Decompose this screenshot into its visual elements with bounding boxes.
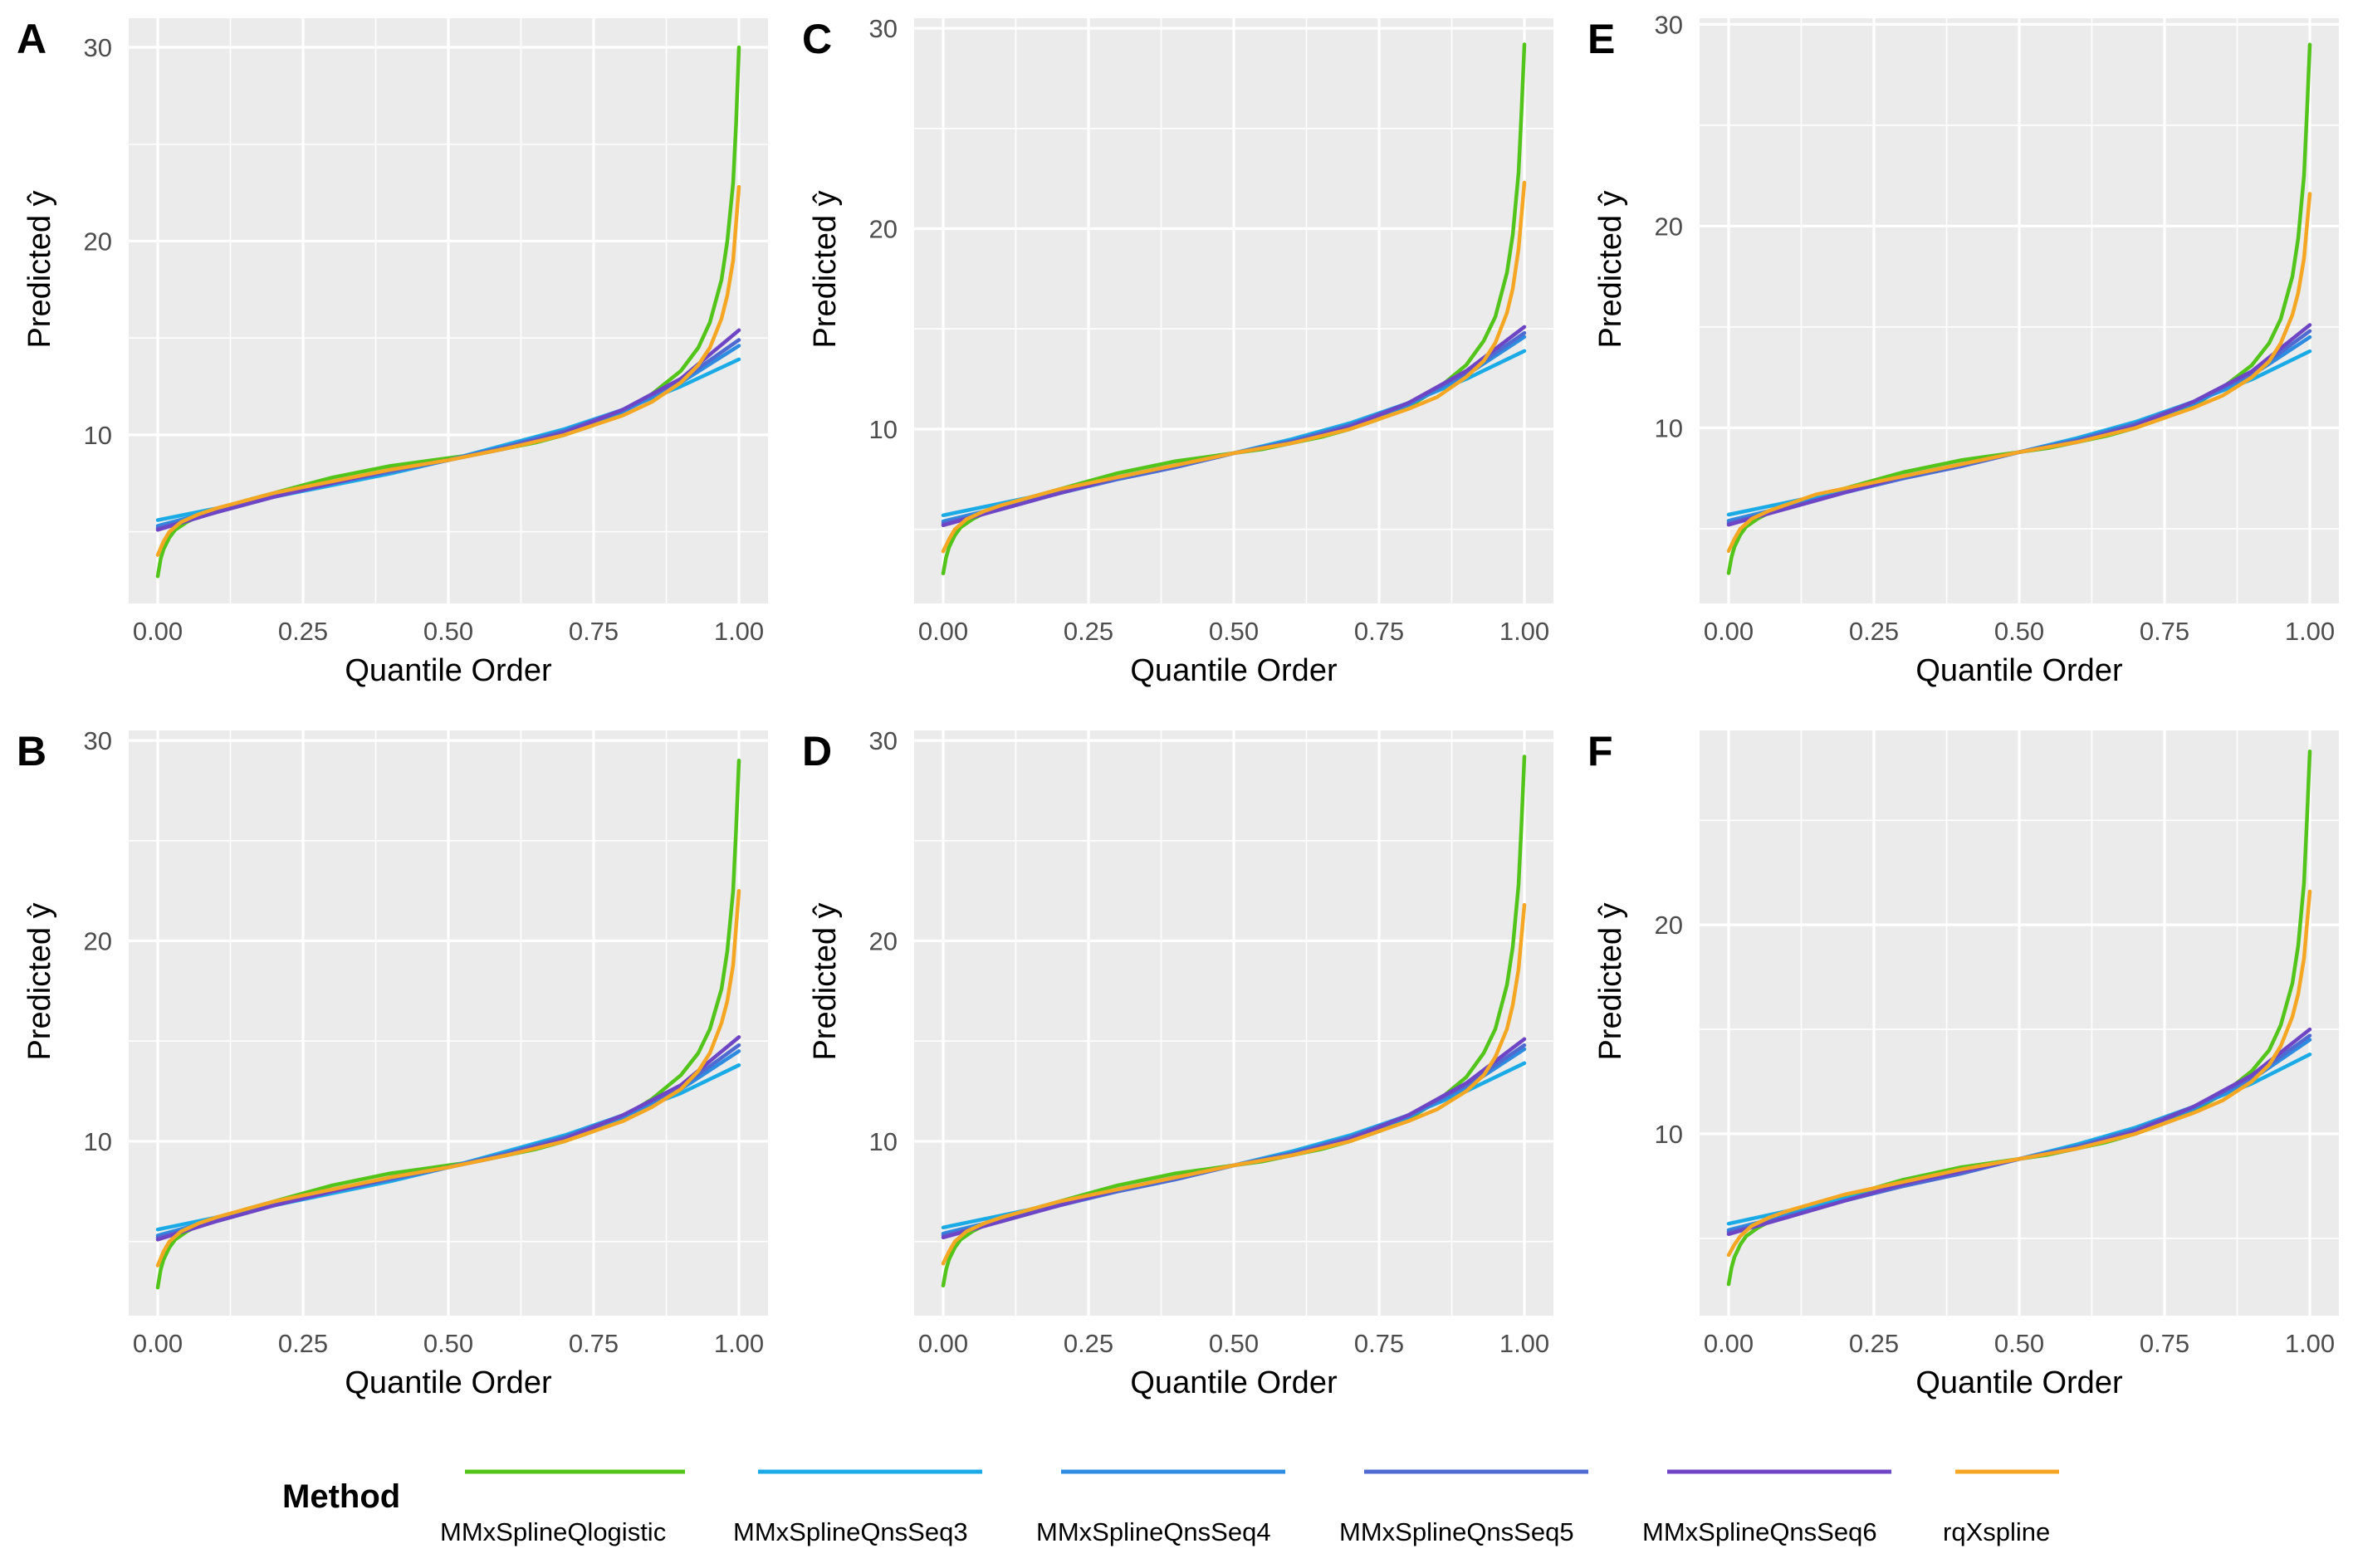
legend-label: MMxSplineQnsSeq6 xyxy=(1642,1517,1877,1546)
x-tick-label: 0.00 xyxy=(918,1329,968,1358)
x-axis-title: Quantile Order xyxy=(345,653,552,688)
series-line-rqxspline xyxy=(941,902,1527,1266)
x-tick-label: 0.75 xyxy=(2140,1329,2189,1358)
legend-label: rqXspline xyxy=(1943,1517,2050,1546)
x-tick-label: 0.25 xyxy=(1849,1329,1899,1358)
x-tick-label: 1.00 xyxy=(1499,1329,1549,1358)
series-line-rqxspline xyxy=(941,180,1527,554)
panel-e: 0.00 0.25 0.50 0.75 1.00 10 20 30 Quantile Order… xyxy=(1587,10,2339,688)
series-line-rqxspline xyxy=(155,888,741,1268)
y-axis-title: Predicted ŷ xyxy=(808,902,843,1060)
legend-label: MMxSplineQnsSeq5 xyxy=(1339,1517,1574,1546)
y-tick-label: 10 xyxy=(84,1127,112,1156)
legend-label: MMxSplineQnsSeq3 xyxy=(733,1517,968,1546)
y-axis-title: Predicted ŷ xyxy=(22,190,57,348)
y-tick-label: 20 xyxy=(1655,911,1683,940)
y-tick-label: 30 xyxy=(869,726,898,755)
x-axis-title: Quantile Order xyxy=(1130,653,1338,688)
legend-item-mmxsplineqnsseq6: MMxSplineQnsSeq6 xyxy=(1642,1469,1891,1546)
x-tick-label: 0.00 xyxy=(1704,617,1754,646)
x-axis-title: Quantile Order xyxy=(345,1365,552,1400)
x-tick-label: 1.00 xyxy=(2285,1329,2335,1358)
y-tick-label: 20 xyxy=(84,227,112,256)
panel-d: 0.00 0.25 0.50 0.75 1.00 10 20 30 Quantile Order… xyxy=(802,726,1553,1400)
panel-tag: A xyxy=(17,16,46,62)
legend-item-mmxsplineqnsseq3: MMxSplineQnsSeq3 xyxy=(733,1469,982,1546)
x-tick-label: 0.50 xyxy=(423,617,473,646)
x-tick-label: 0.00 xyxy=(133,1329,183,1358)
x-tick-label: 0.25 xyxy=(1064,1329,1113,1358)
series-line-rqxspline xyxy=(155,184,741,557)
x-axis-title: Quantile Order xyxy=(1915,653,2123,688)
x-tick-label: 1.00 xyxy=(714,617,764,646)
x-tick-label: 1.00 xyxy=(1499,617,1549,646)
x-tick-label: 0.50 xyxy=(423,1329,473,1358)
y-axis-title: Predicted ŷ xyxy=(808,190,843,348)
y-tick-label: 20 xyxy=(869,927,898,956)
y-axis-title: Predicted ŷ xyxy=(22,902,57,1060)
x-tick-label: 0.75 xyxy=(2140,617,2189,646)
panel-tag: B xyxy=(17,728,46,774)
y-tick-label: 30 xyxy=(1655,10,1683,39)
panel-a: 0.00 0.25 0.50 0.75 1.00 10 20 30 Quantile Order… xyxy=(17,16,768,688)
x-tick-label: 0.50 xyxy=(1209,617,1259,646)
y-tick-label: 20 xyxy=(869,215,898,244)
x-tick-label: 0.75 xyxy=(1354,617,1404,646)
legend-item-mmxsplineqlogistic: MMxSplineQlogistic xyxy=(440,1469,685,1546)
x-tick-label: 0.00 xyxy=(133,617,183,646)
series-line-rqxspline xyxy=(1726,889,2312,1258)
y-tick-label: 30 xyxy=(84,726,112,755)
x-tick-label: 1.00 xyxy=(714,1329,764,1358)
panel-tag: D xyxy=(802,728,832,774)
x-tick-label: 0.00 xyxy=(1704,1329,1754,1358)
x-tick-label: 0.25 xyxy=(278,617,328,646)
legend-item-mmxsplineqnsseq4: MMxSplineQnsSeq4 xyxy=(1036,1469,1285,1546)
x-tick-label: 0.50 xyxy=(1209,1329,1259,1358)
x-tick-label: 0.75 xyxy=(569,1329,619,1358)
y-tick-label: 10 xyxy=(1655,414,1683,443)
x-tick-label: 0.25 xyxy=(1849,617,1899,646)
y-tick-label: 10 xyxy=(869,1127,898,1156)
y-tick-label: 30 xyxy=(84,33,112,62)
panel-tag: F xyxy=(1587,728,1613,774)
panel-tag: C xyxy=(802,16,832,62)
legend-title: Method xyxy=(282,1478,400,1515)
panel-b: 0.00 0.25 0.50 0.75 1.00 10 20 30 Quantile Order… xyxy=(17,726,768,1400)
x-axis-title: Quantile Order xyxy=(1130,1365,1338,1400)
panels: 0.00 0.25 0.50 0.75 1.00 10 20 30 Quantile Order… xyxy=(17,10,2339,1400)
x-tick-label: 0.50 xyxy=(1994,1329,2044,1358)
legend-item-mmxsplineqnsseq5: MMxSplineQnsSeq5 xyxy=(1339,1469,1588,1546)
x-tick-label: 0.00 xyxy=(918,617,968,646)
legend-item-rqxspline: rqXspline xyxy=(1943,1469,2059,1546)
y-axis-title: Predicted ŷ xyxy=(1593,190,1628,348)
y-tick-label: 30 xyxy=(869,14,898,43)
legend-label: MMxSplineQlogistic xyxy=(440,1517,666,1546)
panel-f: 0.00 0.25 0.50 0.75 1.00 10 20 Quantile Order Pr… xyxy=(1587,728,2339,1400)
panel-c: 0.00 0.25 0.50 0.75 1.00 10 20 30 Quantile Order… xyxy=(802,14,1553,688)
y-axis-title: Predicted ŷ xyxy=(1593,902,1628,1060)
series-line-rqxspline xyxy=(1726,192,2312,554)
x-tick-label: 0.25 xyxy=(1064,617,1113,646)
legend-label: MMxSplineQnsSeq4 xyxy=(1036,1517,1271,1546)
y-tick-label: 10 xyxy=(869,415,898,444)
x-tick-label: 0.25 xyxy=(278,1329,328,1358)
x-tick-label: 1.00 xyxy=(2285,617,2335,646)
x-tick-label: 0.75 xyxy=(569,617,619,646)
x-tick-label: 0.75 xyxy=(1354,1329,1404,1358)
y-tick-label: 10 xyxy=(1655,1120,1683,1149)
panel-tag: E xyxy=(1587,16,1615,62)
x-axis-title: Quantile Order xyxy=(1915,1365,2123,1400)
y-tick-label: 20 xyxy=(1655,212,1683,241)
y-tick-label: 20 xyxy=(84,927,112,956)
x-tick-label: 0.50 xyxy=(1994,617,2044,646)
legend: Method MMxSplineQlogistic MMxSplineQnsSeq… xyxy=(282,1469,2059,1546)
y-tick-label: 10 xyxy=(84,421,112,450)
